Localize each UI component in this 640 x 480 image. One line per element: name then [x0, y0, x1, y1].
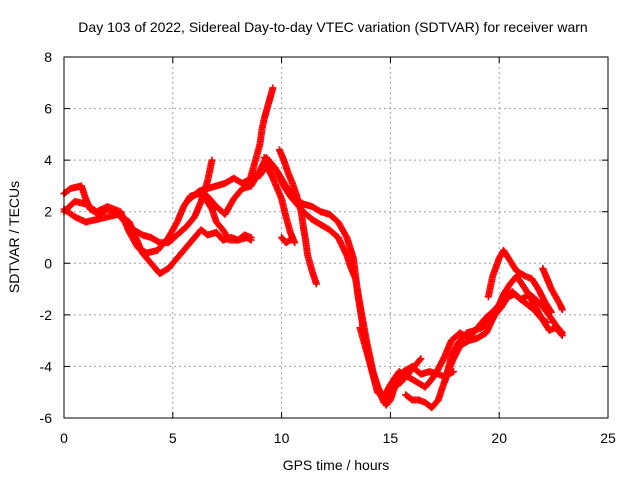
data-point [154, 238, 162, 246]
x-tick-label: 25 [600, 430, 616, 446]
x-tick-label: 10 [274, 430, 290, 446]
x-tick-label: 0 [60, 430, 68, 446]
data-point [208, 156, 216, 164]
data-point [546, 307, 554, 315]
data-point [543, 319, 551, 327]
axis-tick-labels: 0 5 10 15 20 25 -6 -4 -2 0 2 4 6 8 [40, 49, 616, 446]
data-point [286, 236, 294, 244]
data-point [547, 308, 555, 316]
y-tick-label: 2 [44, 204, 52, 220]
data-point [269, 84, 277, 92]
y-tick-label: 6 [44, 101, 52, 117]
data-point [291, 239, 299, 247]
y-tick-label: -2 [40, 307, 53, 323]
chart-title: Day 103 of 2022, Sidereal Day-to-day VTE… [78, 19, 587, 35]
data-point [558, 306, 566, 314]
y-tick-label: 4 [44, 152, 52, 168]
x-tick-label: 20 [491, 430, 507, 446]
x-axis-label: GPS time / hours [283, 457, 390, 473]
data-point [542, 318, 550, 326]
data-point [558, 331, 566, 339]
data-point [417, 355, 425, 363]
y-tick-label: 8 [44, 49, 52, 65]
data-point [247, 234, 255, 241]
y-tick-label: 0 [44, 255, 52, 271]
data-point [312, 280, 320, 288]
grid-lines [64, 57, 608, 418]
y-axis-label: SDTVAR / TECUs [6, 181, 22, 293]
x-tick-label: 15 [383, 430, 399, 446]
y-tick-label: -6 [40, 410, 53, 426]
x-tick-label: 5 [169, 430, 177, 446]
data-point [416, 356, 424, 364]
data-points [60, 84, 566, 412]
data-point [557, 330, 565, 338]
data-point [285, 237, 293, 245]
plot-frame [63, 56, 609, 419]
y-tick-label: -4 [40, 358, 53, 374]
